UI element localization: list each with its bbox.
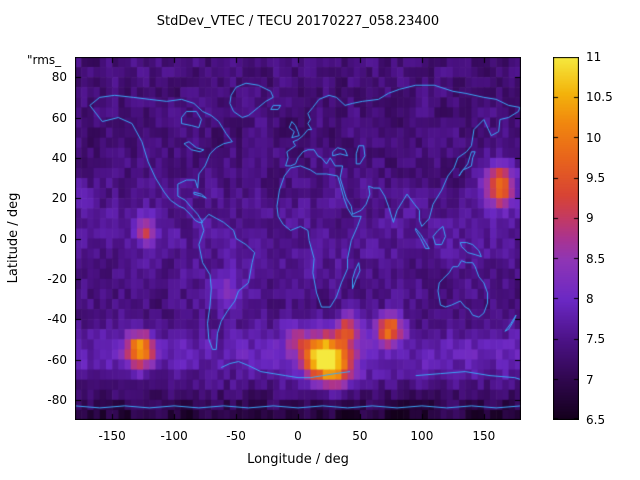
x-tick-label: -150 (98, 429, 126, 443)
x-tick-label: 0 (294, 429, 302, 443)
x-tick-label: -100 (160, 429, 188, 443)
y-tick-label: 0 (59, 231, 67, 246)
colorbar (553, 57, 579, 420)
chart-title: StdDev_VTEC / TECU 20170227_058.23400 (156, 14, 440, 29)
x-tick-label: -50 (226, 429, 246, 443)
key-label: "rms_ (27, 53, 62, 67)
x-tick-label: 150 (472, 429, 496, 443)
colorbar-tick-label: 8.5 (586, 251, 606, 266)
y-tick-label: 80 (51, 70, 67, 85)
y-tick-label: 60 (51, 110, 67, 125)
world-heatmap-canvas (75, 57, 521, 420)
x-tick-label: 100 (410, 429, 434, 443)
colorbar-tick-label: 7.5 (586, 332, 606, 347)
y-tick-label: -60 (47, 352, 67, 367)
x-tick-label: 50 (352, 429, 368, 443)
y-tick-label: -80 (47, 392, 67, 407)
y-axis-label: Latitude / deg (6, 192, 21, 284)
colorbar-tick-label: 11 (586, 50, 602, 64)
colorbar-tick-label: 10 (586, 130, 602, 145)
y-tick-label: -40 (47, 312, 67, 327)
colorbar-tick-label: 6.5 (586, 413, 606, 427)
colorbar-tick-label: 10.5 (586, 90, 613, 105)
y-tick-label: 40 (51, 150, 67, 165)
x-axis-label: Longitude / deg (247, 452, 349, 467)
y-tick-label: 20 (51, 191, 67, 206)
colorbar-tick-label: 8 (586, 292, 594, 306)
colorbar-tick-label: 9 (586, 211, 594, 226)
colorbar-tick-label: 9.5 (586, 171, 606, 185)
y-tick-label: -20 (47, 271, 67, 286)
colorbar-tick-label: 7 (586, 372, 594, 387)
